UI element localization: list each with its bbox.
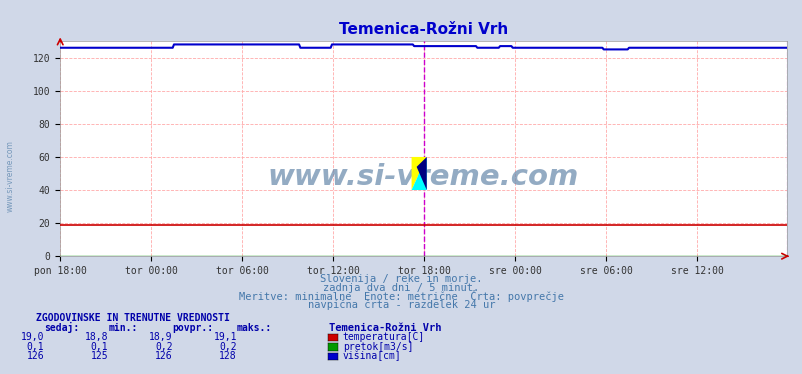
Text: 19,0: 19,0 bbox=[21, 332, 44, 342]
Text: 126: 126 bbox=[26, 351, 44, 361]
Text: Temenica-Rožni Vrh: Temenica-Rožni Vrh bbox=[329, 323, 441, 333]
Text: 19,1: 19,1 bbox=[213, 332, 237, 342]
Text: 0,2: 0,2 bbox=[219, 342, 237, 352]
Text: višina[cm]: višina[cm] bbox=[342, 351, 401, 361]
Text: pretok[m3/s]: pretok[m3/s] bbox=[342, 342, 413, 352]
Text: temperatura[C]: temperatura[C] bbox=[342, 332, 424, 342]
Text: navpična črta - razdelek 24 ur: navpična črta - razdelek 24 ur bbox=[307, 300, 495, 310]
Polygon shape bbox=[411, 157, 426, 190]
Text: 18,9: 18,9 bbox=[149, 332, 172, 342]
Text: 128: 128 bbox=[219, 351, 237, 361]
Text: 125: 125 bbox=[91, 351, 108, 361]
Text: ZGODOVINSKE IN TRENUTNE VREDNOSTI: ZGODOVINSKE IN TRENUTNE VREDNOSTI bbox=[36, 313, 229, 322]
Text: 0,1: 0,1 bbox=[26, 342, 44, 352]
Polygon shape bbox=[416, 157, 426, 190]
Text: 18,8: 18,8 bbox=[85, 332, 108, 342]
Text: www.si-vreme.com: www.si-vreme.com bbox=[268, 163, 578, 191]
Text: 126: 126 bbox=[155, 351, 172, 361]
Text: 0,1: 0,1 bbox=[91, 342, 108, 352]
Text: 0,2: 0,2 bbox=[155, 342, 172, 352]
Text: maks.:: maks.: bbox=[237, 323, 272, 333]
Title: Temenica-Rožni Vrh: Temenica-Rožni Vrh bbox=[338, 22, 508, 37]
Text: min.:: min.: bbox=[108, 323, 138, 333]
Text: www.si-vreme.com: www.si-vreme.com bbox=[6, 140, 15, 212]
Polygon shape bbox=[411, 157, 426, 190]
Text: Meritve: minimalne  Enote: metrične  Črta: povprečje: Meritve: minimalne Enote: metrične Črta:… bbox=[239, 289, 563, 301]
Text: Slovenija / reke in morje.: Slovenija / reke in morje. bbox=[320, 275, 482, 284]
Text: zadnja dva dni / 5 minut.: zadnja dva dni / 5 minut. bbox=[323, 283, 479, 293]
Text: povpr.:: povpr.: bbox=[172, 323, 213, 333]
Text: sedaj:: sedaj: bbox=[44, 322, 79, 333]
